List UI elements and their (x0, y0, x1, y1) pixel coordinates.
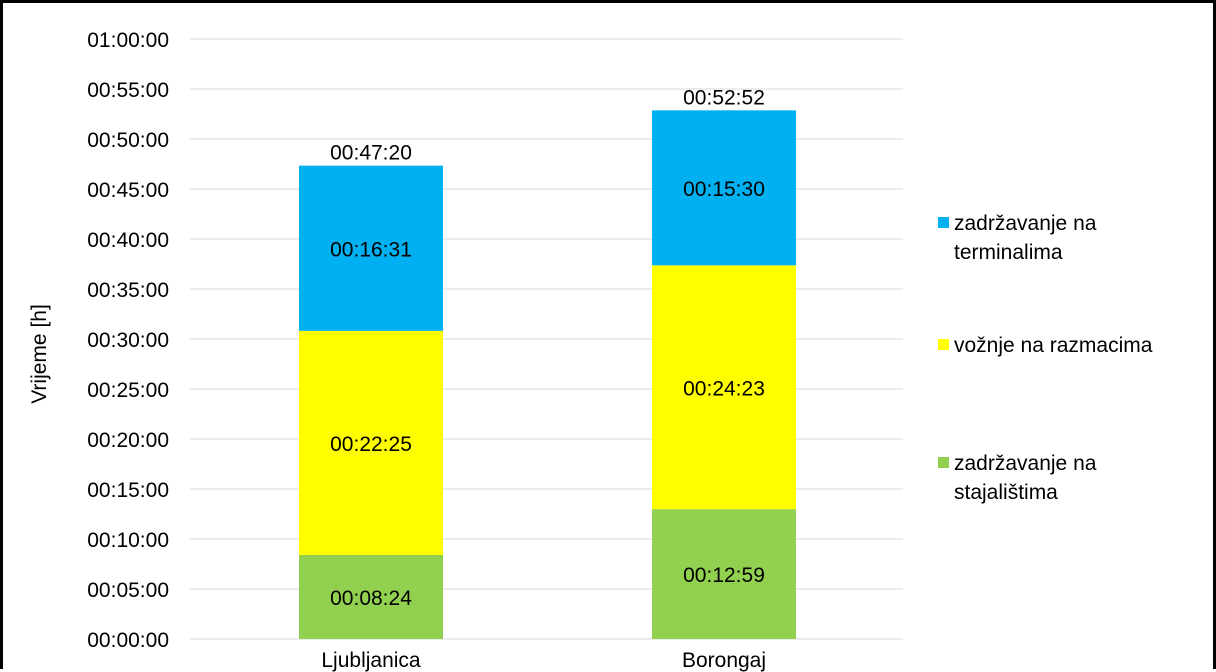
bar-segment (299, 330, 443, 555)
bar-segment (299, 165, 443, 331)
data-labels: 00:08:24 00:22:25 00:16:31 00:47:20 00:12:59… (330, 86, 765, 610)
x-axis-categories: Ljubljanica Borongaj (321, 649, 766, 672)
legend-label: stajalištima (954, 481, 1058, 504)
bars (299, 110, 796, 639)
y-tick-label: 00:00:00 (87, 629, 169, 652)
gridlines (190, 38, 903, 640)
total-value-label: 00:47:20 (330, 142, 412, 165)
x-category-label: Borongaj (682, 649, 766, 672)
y-tick-label: 00:55:00 (87, 79, 169, 102)
legend-label: terminalima (954, 241, 1063, 264)
y-tick-label: 00:30:00 (87, 329, 169, 352)
y-tick-label: 00:40:00 (87, 229, 169, 252)
y-tick-label: 00:05:00 (87, 579, 169, 602)
y-tick-label: 00:15:00 (87, 479, 169, 502)
y-tick-label: 00:50:00 (87, 129, 169, 152)
stacked-bar-chart: 00:00:00 00:05:00 00:10:00 00:15:00 00:20:00… (28, 29, 1153, 672)
segment-value-label: 00:12:59 (683, 564, 765, 587)
y-tick-label: 00:20:00 (87, 429, 169, 452)
legend-label: zadržavanje na (954, 212, 1097, 235)
segment-value-label: 00:16:31 (330, 238, 412, 261)
y-tick-label: 00:25:00 (87, 379, 169, 402)
bar-segment (652, 265, 796, 510)
y-tick-label: 00:10:00 (87, 529, 169, 552)
legend-label: zadržavanje na (954, 452, 1097, 475)
bar-segment (652, 110, 796, 266)
segment-value-label: 00:08:24 (330, 587, 412, 610)
segment-value-label: 00:24:23 (683, 377, 765, 400)
legend-swatch (938, 217, 949, 228)
y-tick-label: 00:35:00 (87, 279, 169, 302)
legend-swatch (938, 457, 949, 468)
segment-value-label: 00:15:30 (683, 178, 765, 201)
x-category-label: Ljubljanica (321, 649, 421, 672)
segment-value-label: 00:22:25 (330, 433, 412, 456)
legend: zadržavanje na terminalima vožnje na razma… (938, 212, 1153, 504)
y-tick-label: 01:00:00 (87, 29, 169, 52)
legend-swatch (938, 339, 949, 350)
y-axis-ticks: 00:00:00 00:05:00 00:10:00 00:15:00 00:20:00… (87, 29, 169, 652)
bar-segment (652, 509, 796, 639)
bar-segment (299, 555, 443, 639)
legend-label: vožnje na razmacima (954, 334, 1153, 357)
y-axis-title: Vrijeme [h] (28, 304, 51, 404)
total-value-label: 00:52:52 (683, 86, 765, 109)
y-tick-label: 00:45:00 (87, 179, 169, 202)
